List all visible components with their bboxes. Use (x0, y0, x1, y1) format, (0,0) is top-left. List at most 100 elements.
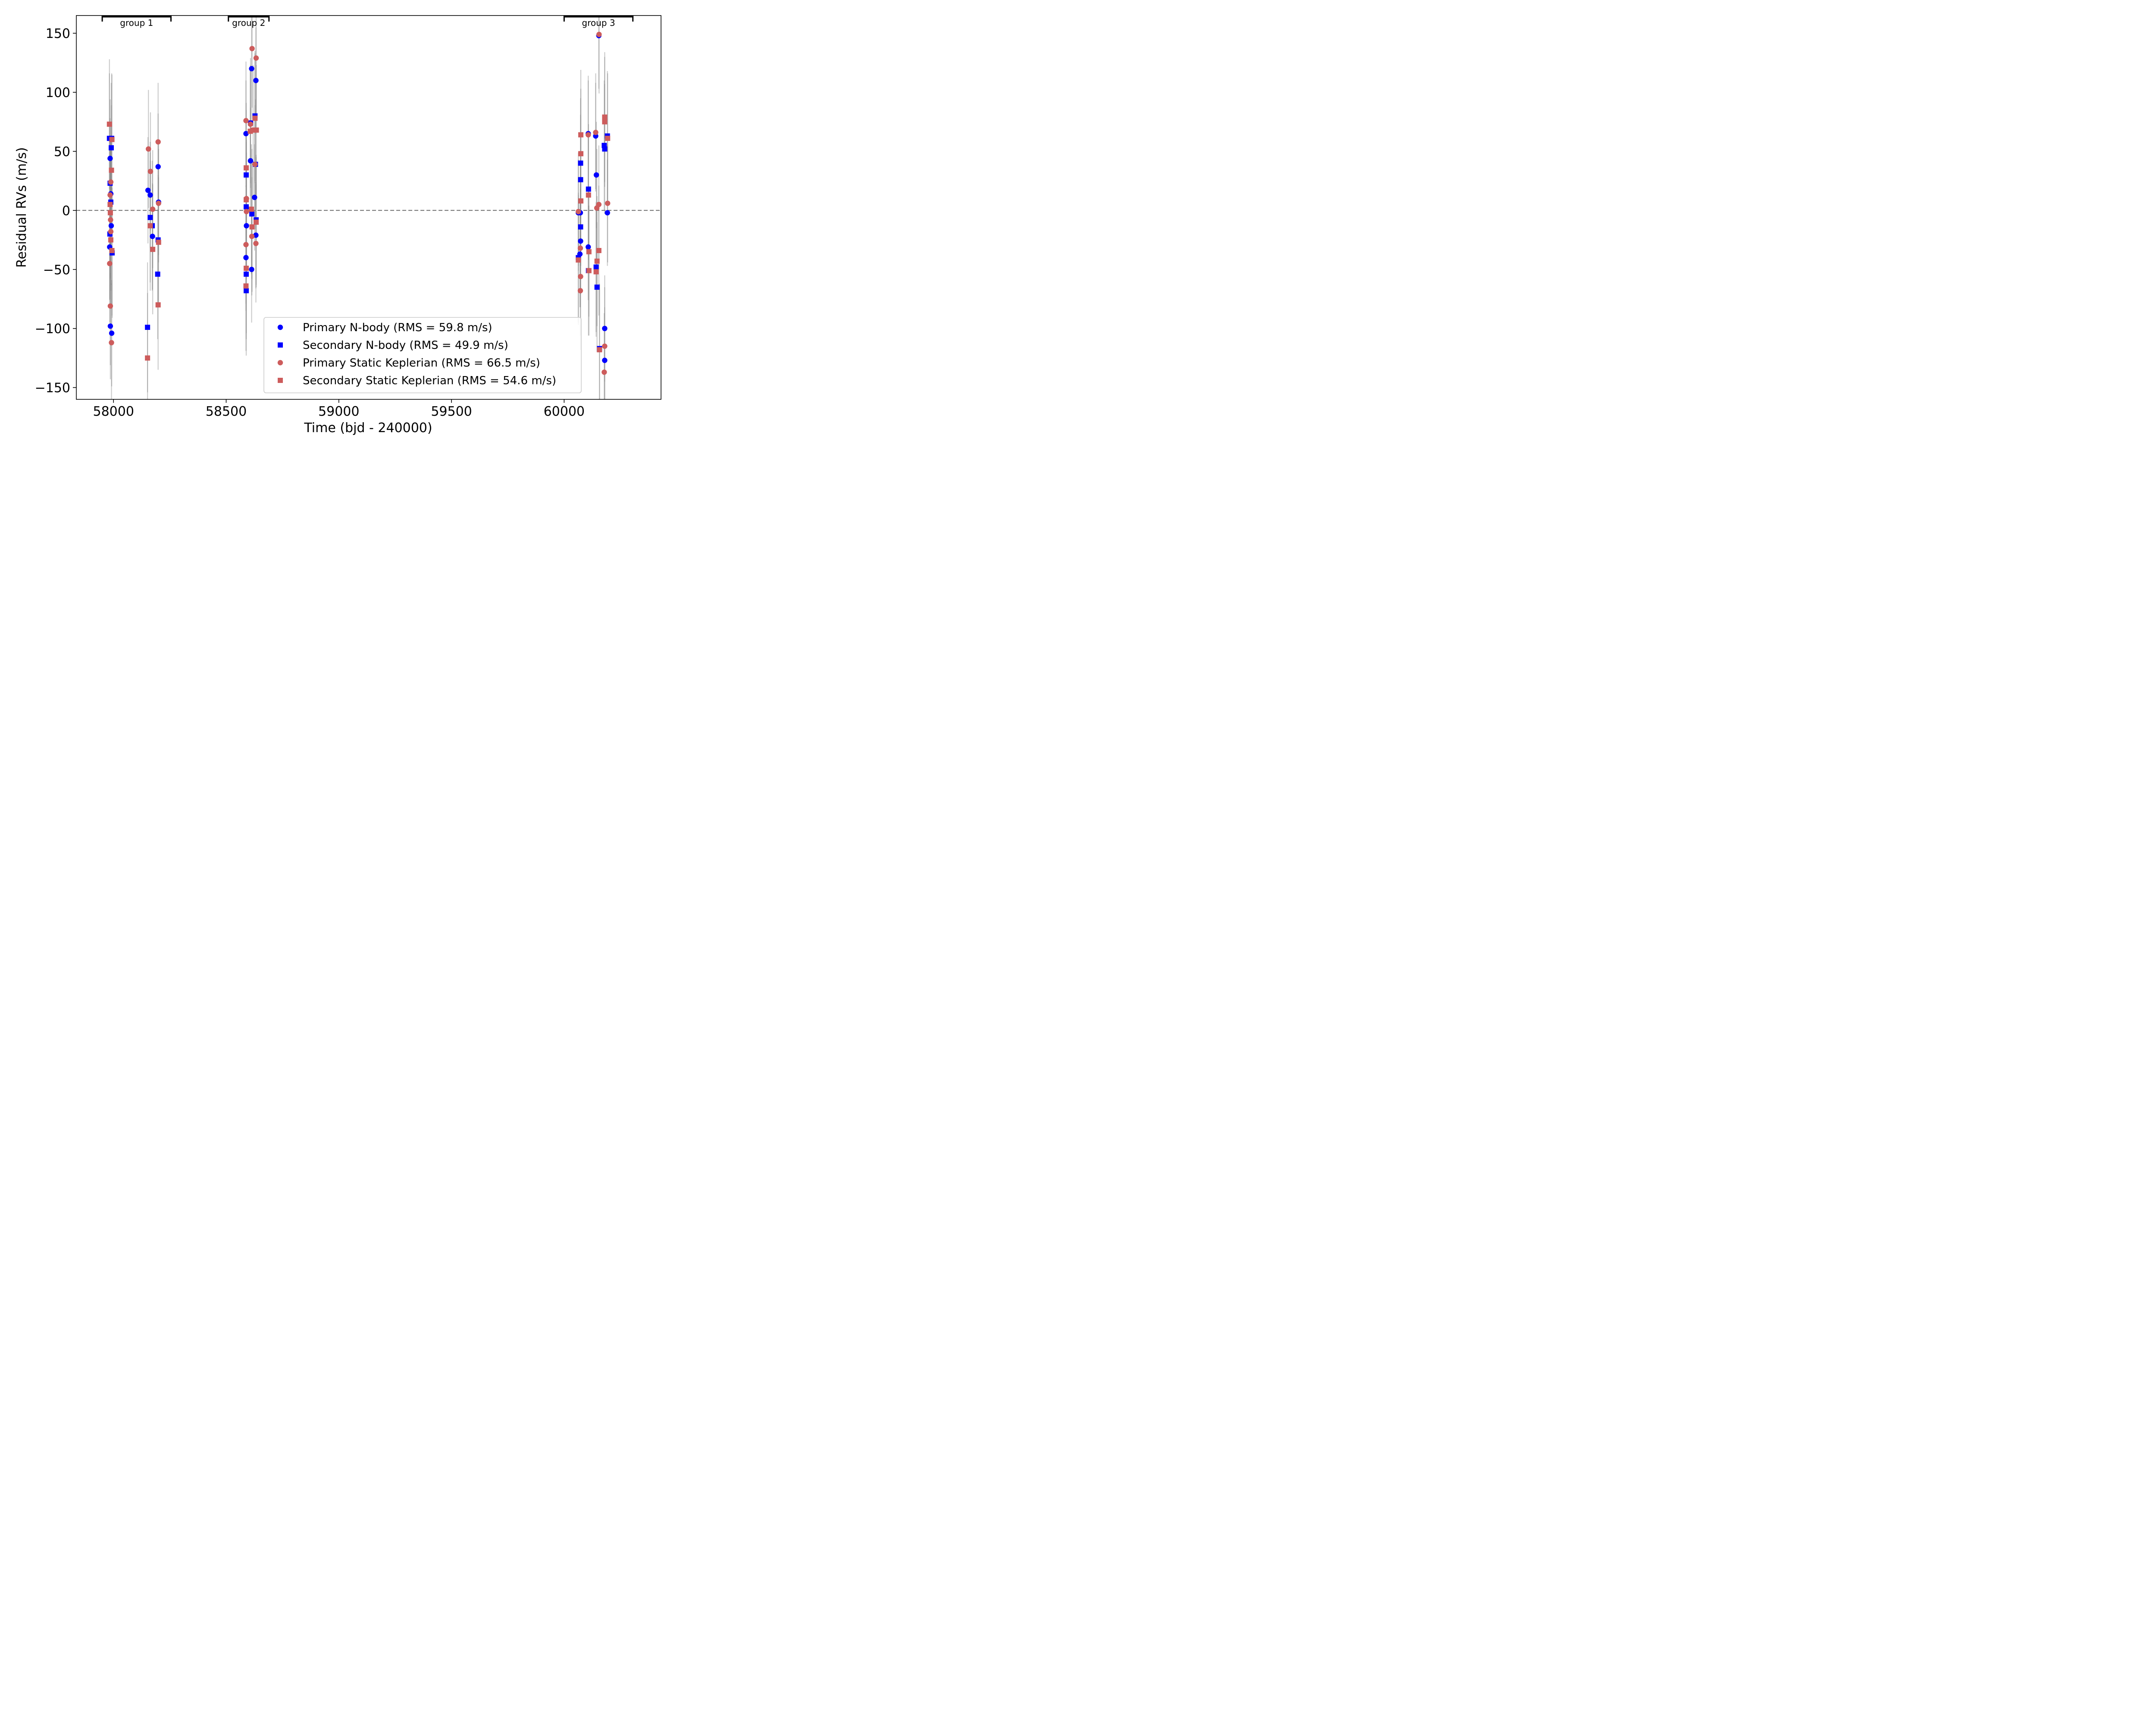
legend-entry: Primary Static Keplerian (RMS = 66.5 m/s… (277, 357, 540, 370)
data-point-square (243, 165, 249, 171)
data-point-circle (249, 66, 254, 72)
data-point-square (578, 160, 583, 166)
legend-label: Secondary N-body (RMS = 49.9 m/s) (303, 339, 508, 352)
y-tick-label: 50 (54, 144, 70, 160)
data-point-circle (108, 217, 113, 223)
y-axis-label: Residual RVs (m/s) (14, 147, 29, 268)
data-point-square (602, 114, 608, 120)
data-point-circle (243, 255, 249, 260)
data-point-square (249, 207, 254, 212)
legend-entry: Primary N-body (RMS = 59.8 m/s) (277, 321, 492, 334)
group-marker: group 1 (101, 15, 172, 28)
data-point-circle (249, 267, 254, 272)
data-point-square (586, 192, 591, 198)
data-point-square (107, 202, 113, 207)
data-point-square (586, 268, 592, 273)
data-point-circle (248, 121, 254, 127)
data-point-circle (253, 232, 259, 238)
data-point-circle (146, 146, 151, 152)
data-point-square (605, 135, 611, 141)
legend-label: Primary N-body (RMS = 59.8 m/s) (303, 321, 492, 334)
x-tick-label: 60000 (544, 404, 585, 419)
data-point-circle (243, 242, 249, 248)
data-point-circle (109, 340, 114, 345)
data-point-circle (107, 192, 113, 198)
data-point-square (594, 258, 600, 264)
data-point-circle (108, 223, 114, 229)
data-point-circle (253, 55, 259, 61)
legend-marker-square (278, 378, 283, 383)
data-point-square (147, 223, 153, 229)
data-point-square (593, 269, 599, 275)
data-point-square (593, 264, 599, 270)
data-point-circle (577, 245, 583, 251)
x-tick-label: 59500 (431, 404, 472, 419)
data-point-square (109, 137, 115, 142)
data-point-square (251, 127, 256, 133)
data-point-circle (605, 201, 611, 206)
data-point-circle (253, 241, 259, 246)
x-tick-label: 59000 (318, 404, 359, 419)
data-point-circle (586, 132, 591, 138)
data-point-square (108, 145, 114, 151)
data-point-circle (593, 172, 599, 178)
data-point-square (155, 302, 161, 307)
data-point-circle (253, 78, 259, 83)
data-point-circle (107, 260, 113, 267)
data-point-square (243, 204, 249, 210)
data-point-square (576, 257, 581, 263)
legend-entry: Secondary N-body (RMS = 49.9 m/s) (278, 339, 508, 352)
data-point-circle (109, 330, 115, 336)
data-point-circle (107, 323, 113, 329)
data-point-square (145, 355, 150, 361)
data-point-circle (252, 161, 258, 167)
data-point-circle (576, 209, 581, 214)
data-point-circle (248, 158, 254, 164)
axes-layer: 58000 58500 59000 59500 60000 −150 −100 −50 0 50 1… (35, 15, 661, 419)
data-point-square (252, 116, 258, 121)
data-point-circle (578, 238, 583, 244)
data-point-circle (602, 326, 608, 331)
y-tick-label: −100 (35, 322, 70, 337)
legend-box (263, 317, 582, 393)
data-point-circle (108, 229, 114, 235)
data-point-circle (605, 210, 610, 216)
group-label: group 1 (120, 18, 153, 28)
x-tick-label: 58500 (206, 404, 247, 419)
legend-marker-circle (277, 324, 283, 330)
data-point-square (597, 347, 602, 352)
data-point-circle (155, 164, 161, 169)
data-point-circle (593, 129, 599, 135)
legend-marker-circle (277, 360, 283, 366)
data-point-square (578, 177, 583, 182)
data-point-square (578, 198, 583, 204)
data-point-square (243, 271, 249, 277)
legend-entry: Secondary Static Keplerian (RMS = 54.6 m… (278, 374, 556, 387)
data-point-square (156, 239, 161, 245)
data-point-circle (156, 201, 161, 206)
x-axis-label: Time (bjd - 240000) (304, 420, 432, 436)
data-point-square (108, 237, 113, 243)
data-point-circle (602, 369, 607, 375)
data-point-square (578, 151, 583, 157)
data-point-circle (147, 192, 153, 198)
group-label: group 3 (582, 18, 615, 28)
data-point-circle (107, 303, 113, 309)
data-point-circle (243, 118, 249, 123)
data-point-square (253, 220, 259, 225)
legend: Primary N-body (RMS = 59.8 m/s) Secondary… (263, 317, 582, 393)
data-point-circle (602, 343, 608, 349)
y-tick-label: 0 (62, 204, 70, 219)
data-point-circle (577, 288, 583, 294)
data-point-circle (602, 358, 608, 363)
group-marker: group 2 (228, 15, 270, 28)
data-point-square (586, 186, 591, 192)
data-point-circle (596, 31, 602, 38)
legend-label: Primary Static Keplerian (RMS = 66.5 m/s… (303, 357, 540, 370)
data-point-square (594, 284, 600, 290)
data-point-square (249, 211, 255, 217)
data-point-square (107, 121, 112, 127)
data-point-square (578, 132, 583, 138)
data-point-square (155, 271, 160, 277)
chart-figure: group 1 group 2 group 3 58000 58500 59000 595… (0, 0, 671, 447)
